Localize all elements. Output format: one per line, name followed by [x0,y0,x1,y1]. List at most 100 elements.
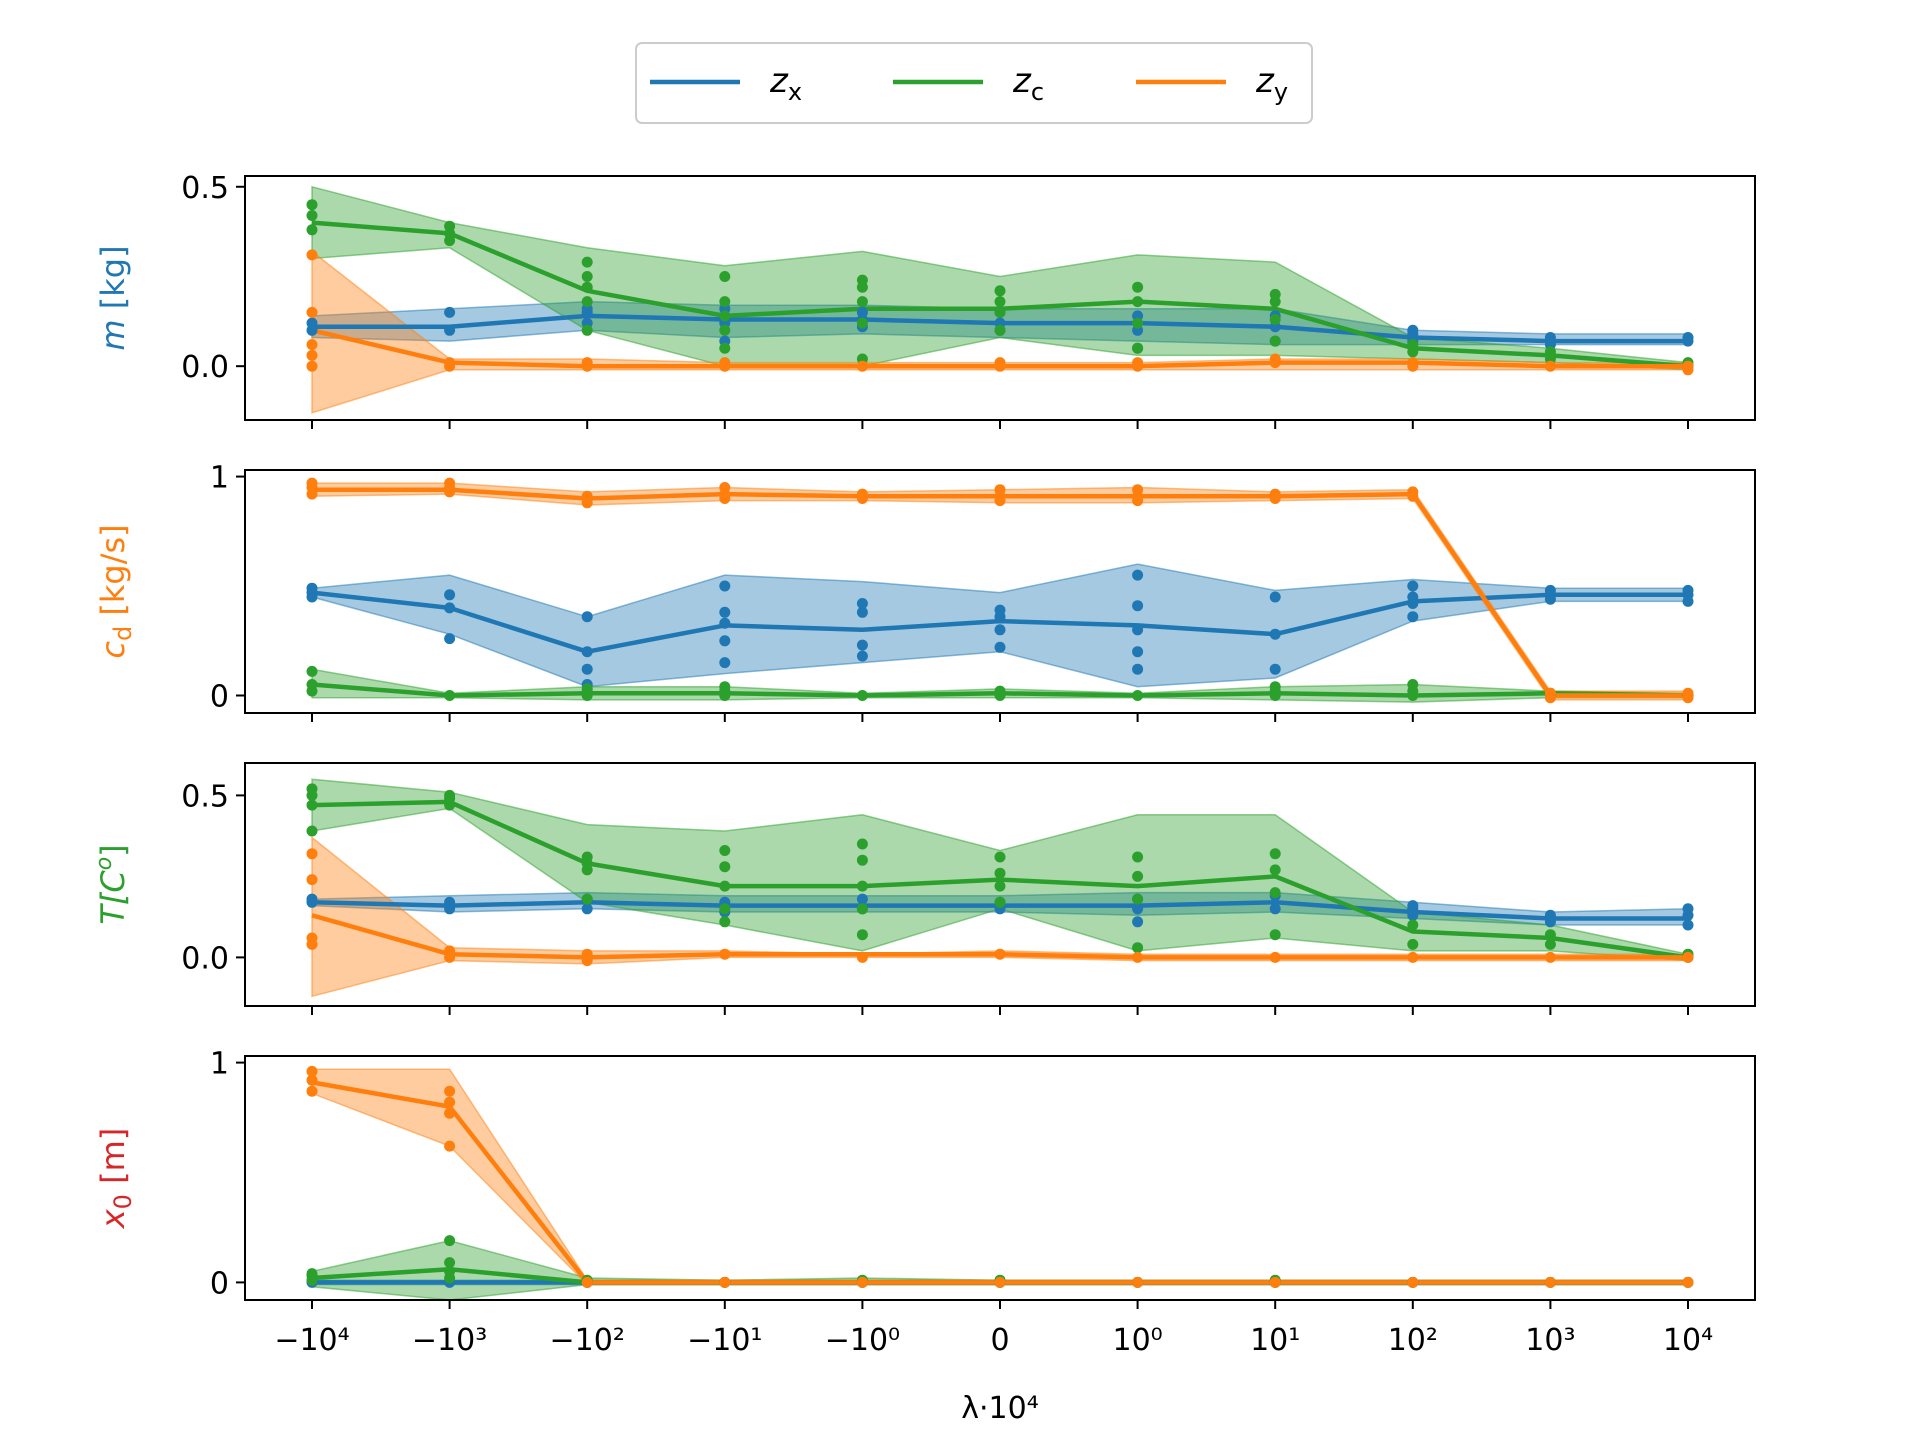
y-axis-label-unit: [kg/s] [94,524,132,625]
point-zc [1544,929,1556,941]
point-zc [856,296,868,308]
legend-label-symbol: z [1255,61,1275,101]
point-zy [994,1276,1006,1288]
point-zx [444,324,456,336]
legend: zx zc zy [635,42,1313,124]
point-zc [994,296,1006,308]
point-zc [306,199,318,211]
point-zx [306,582,318,594]
y-axis-label-symbol: m [94,319,132,350]
legend-label-subscript: c [1031,78,1044,106]
point-zx [1132,624,1144,636]
point-zc [306,210,318,221]
point-zc [581,893,593,905]
point-zc [719,342,731,354]
point-zc [306,665,318,677]
point-zx [1682,919,1694,931]
point-zc [306,799,318,811]
point-zy [1407,357,1419,369]
point-zc [1132,281,1144,293]
point-zy [306,477,318,489]
point-zc [1132,942,1144,954]
point-zy [581,948,593,960]
x-tick-label: 10³ [1525,1323,1575,1358]
point-zc [719,310,731,322]
legend-label-symbol: z [769,61,789,101]
point-zx [719,635,731,647]
point-zc [581,851,593,863]
point-zc [306,783,318,795]
point-zc [306,679,318,690]
point-zc [719,324,731,336]
point-zy [1682,951,1694,963]
point-zx [994,624,1006,636]
point-zc [1269,864,1281,876]
point-zc [1269,335,1281,347]
point-zx [719,657,731,669]
point-zx [1269,628,1281,640]
band-zc [311,185,1689,371]
point-zc [719,271,731,282]
y-axis-label-symbol: c [94,641,132,659]
point-zx [856,639,868,651]
x-tick-label: 0 [990,1323,1009,1358]
y-axis-label-subscript: 0 [109,1194,137,1209]
point-zy [306,1065,318,1077]
point-zx [856,893,868,905]
point-zc [1269,887,1281,899]
point-zc [1544,938,1556,950]
point-zx [1269,903,1281,915]
point-zc [719,296,731,308]
point-zx [444,306,456,318]
point-zc [994,867,1006,879]
point-zy [444,357,456,369]
point-zc [444,1265,456,1277]
point-zy [581,357,593,369]
panel-2: 0 1 cd [kg/s] [94,461,1756,722]
point-zy [306,1074,318,1086]
point-zc [719,903,731,915]
point-zy [1132,951,1144,963]
point-zy [1132,484,1144,496]
point-zc [1269,681,1281,693]
point-zc [444,1235,456,1247]
point-zy [719,1276,731,1288]
y-tick-label: 0.0 [181,941,229,976]
point-zc [719,916,731,928]
point-zc [306,1268,318,1280]
point-zy [856,951,868,963]
point-zc [856,274,868,286]
point-zc [444,789,456,801]
point-zy [1269,353,1281,365]
point-zy [581,490,593,502]
point-zy [994,948,1006,960]
point-zy [306,848,318,860]
point-zx [1269,591,1281,603]
point-zx [994,604,1006,616]
legend-label-subscript: y [1274,78,1288,106]
point-zy [856,360,868,372]
x-axis: −10⁴ −10³ −10² −10¹ −10⁰ 0 10⁰ 10¹ 10² 10³ 10⁴ λ·10… [274,1323,1713,1426]
y-tick-label: 0.0 [181,350,229,385]
point-zy [1132,357,1144,369]
point-zc [1407,919,1419,931]
point-zx [1132,600,1144,612]
point-zx [581,903,593,915]
point-zx [1407,900,1419,912]
point-zc [856,854,868,866]
point-zc [581,683,593,695]
point-zc [444,690,456,701]
y-axis-label: T[Co] [92,844,132,924]
point-zc [1544,346,1556,358]
point-zx [581,646,593,658]
y-tick-label: 0 [210,679,229,714]
x-tick-label: −10² [550,1323,625,1358]
point-zx [1132,903,1144,915]
point-zx [856,606,868,618]
point-zc [581,281,593,293]
point-zx [306,893,318,905]
y-tick-label: 0.5 [181,779,229,814]
point-zx [1407,580,1419,592]
point-zc [994,685,1006,697]
y-axis-label-subscript: d [109,626,137,641]
